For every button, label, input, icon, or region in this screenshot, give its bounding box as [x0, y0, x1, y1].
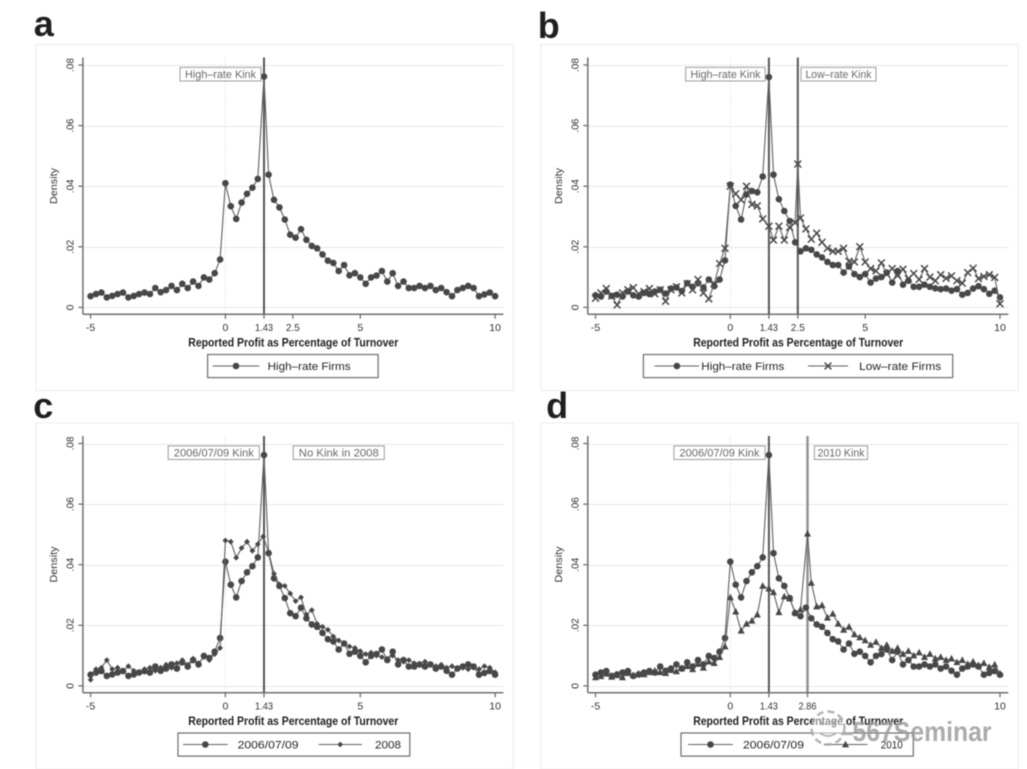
svg-text:.08: .08 — [569, 58, 581, 72]
svg-text:a: a — [34, 3, 55, 44]
svg-text:.04: .04 — [569, 179, 581, 193]
svg-text:0: 0 — [64, 304, 76, 310]
svg-text:10: 10 — [994, 322, 1006, 334]
svg-text:Reported Profit as Percentage: Reported Profit as Percentage of Turnove… — [188, 338, 398, 350]
svg-text:2006/07/09: 2006/07/09 — [238, 740, 299, 752]
svg-text:0: 0 — [569, 304, 581, 310]
svg-text:-5: -5 — [591, 322, 600, 334]
svg-text:2010 Kink: 2010 Kink — [818, 447, 865, 459]
svg-text:.08: .08 — [569, 436, 581, 450]
svg-text:2008: 2008 — [375, 740, 401, 752]
svg-text:No Kink in 2008: No Kink in 2008 — [299, 447, 379, 459]
svg-text:Low–rate Firms: Low–rate Firms — [859, 361, 942, 373]
svg-text:0: 0 — [727, 322, 733, 334]
svg-text:Low–rate Kink: Low–rate Kink — [806, 69, 872, 81]
svg-text:10: 10 — [489, 322, 501, 334]
svg-text:Density: Density — [48, 546, 60, 583]
svg-text:.06: .06 — [569, 118, 581, 132]
svg-text:2006/07/09: 2006/07/09 — [743, 740, 804, 752]
svg-text:.02: .02 — [64, 618, 76, 632]
svg-text:0: 0 — [569, 683, 581, 689]
svg-text:b: b — [538, 5, 560, 46]
svg-text:10: 10 — [489, 700, 501, 712]
svg-text:Reported Profit as Percentage: Reported Profit as Percentage of Turnove… — [188, 716, 398, 728]
svg-text:2.5: 2.5 — [791, 322, 805, 334]
svg-text:.04: .04 — [569, 558, 581, 572]
svg-text:.02: .02 — [569, 240, 581, 254]
svg-text:High–rate Firms: High–rate Firms — [701, 361, 785, 373]
svg-text:d: d — [546, 385, 568, 426]
svg-text:Reported Profit as Percentage: Reported Profit as Percentage of Turnove… — [693, 338, 903, 350]
svg-text:Density: Density — [48, 167, 60, 204]
svg-text:Reported Profit as Percentage: Reported Profit as Percentage of Turnove… — [693, 716, 903, 728]
svg-text:c: c — [33, 385, 53, 426]
svg-text:.06: .06 — [569, 497, 581, 511]
svg-text:5: 5 — [862, 322, 868, 334]
svg-text:High–rate Firms: High–rate Firms — [268, 361, 352, 373]
svg-text:0: 0 — [64, 683, 76, 689]
svg-text:1.43: 1.43 — [760, 322, 778, 334]
svg-text:2006/07/09 Kink: 2006/07/09 Kink — [174, 447, 254, 459]
svg-text:2010: 2010 — [881, 740, 903, 752]
svg-text:5: 5 — [357, 322, 363, 334]
svg-text:2.5: 2.5 — [286, 322, 300, 334]
svg-text:.04: .04 — [64, 558, 76, 572]
svg-text:2006/07/09 Kink: 2006/07/09 Kink — [680, 447, 760, 459]
svg-text:.08: .08 — [64, 436, 76, 450]
svg-text:-5: -5 — [86, 700, 95, 712]
svg-text:.02: .02 — [64, 240, 76, 254]
svg-text:10: 10 — [994, 700, 1006, 712]
svg-text:High–rate Kink: High–rate Kink — [691, 69, 761, 81]
svg-text:1.43: 1.43 — [255, 322, 273, 334]
svg-text:Density: Density — [553, 167, 565, 204]
svg-text:.02: .02 — [569, 618, 581, 632]
svg-text:-5: -5 — [591, 700, 600, 712]
svg-text:2.86: 2.86 — [799, 700, 817, 712]
svg-text:Density: Density — [553, 546, 565, 583]
svg-text:0: 0 — [222, 322, 228, 334]
svg-text:.04: .04 — [64, 179, 76, 193]
svg-text:.06: .06 — [64, 497, 76, 511]
svg-text:.08: .08 — [64, 58, 76, 72]
svg-text:0: 0 — [727, 700, 733, 712]
svg-text:567Seminar: 567Seminar — [853, 716, 992, 747]
svg-text:1.43: 1.43 — [760, 700, 778, 712]
svg-text:5: 5 — [357, 700, 363, 712]
svg-text:.06: .06 — [64, 118, 76, 132]
svg-text:High–rate Kink: High–rate Kink — [185, 69, 256, 81]
svg-text:0: 0 — [222, 700, 228, 712]
svg-text:-5: -5 — [86, 322, 95, 334]
svg-text:1.43: 1.43 — [255, 700, 273, 712]
